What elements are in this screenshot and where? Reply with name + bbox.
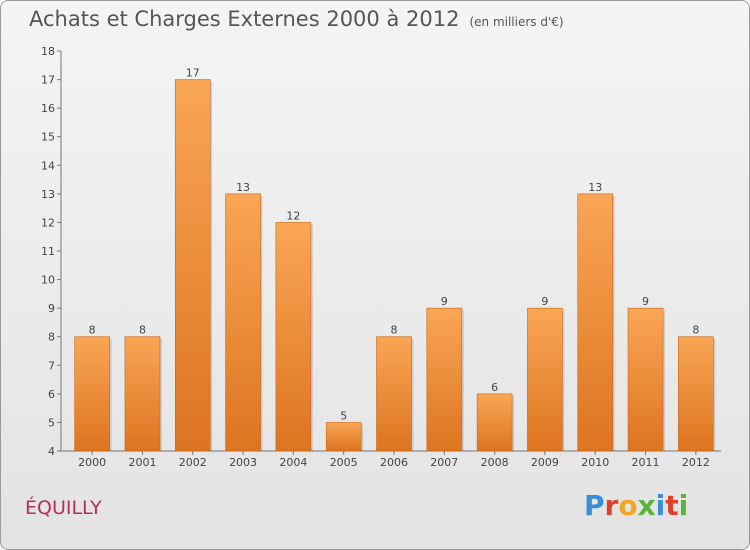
- data-label-2001: 8: [139, 324, 146, 337]
- y-tick-label: 17: [41, 74, 55, 87]
- y-tick-label: 14: [41, 159, 55, 172]
- bar-2005: [325, 422, 362, 452]
- y-tick-label: 15: [41, 131, 55, 144]
- x-tick-label: 2005: [330, 456, 358, 469]
- logo-letter: P: [584, 489, 605, 522]
- logo-letter: i: [678, 489, 689, 522]
- x-tick-label: 2008: [481, 456, 509, 469]
- bar-2006: [376, 336, 412, 452]
- y-tick-label: 8: [48, 331, 55, 344]
- data-label-2008: 6: [491, 381, 498, 394]
- logo-letter: t: [665, 489, 679, 522]
- y-tick-label: 9: [48, 302, 55, 315]
- logo-letter: o: [618, 489, 638, 522]
- chart-title-text: Achats et Charges Externes 2000 à 2012: [29, 7, 460, 31]
- data-label-2006: 8: [391, 324, 398, 337]
- y-tick-label: 13: [41, 188, 55, 201]
- y-tick-label: 18: [41, 45, 55, 58]
- x-tick-label: 2012: [682, 456, 710, 469]
- bar-2003: [225, 193, 261, 452]
- x-tick-label: 2011: [632, 456, 660, 469]
- data-label-2005: 5: [340, 409, 347, 422]
- bar-2007: [426, 307, 463, 452]
- y-tick-label: 12: [41, 216, 55, 229]
- y-tick-label: 5: [48, 416, 55, 429]
- data-label-2007: 9: [441, 295, 448, 308]
- y-tick-label: 16: [41, 102, 55, 115]
- chart-bars: [74, 79, 716, 452]
- data-label-2004: 12: [286, 209, 300, 222]
- logo-letter: x: [637, 489, 656, 522]
- x-tick-label: 2002: [179, 456, 207, 469]
- x-tick-label: 2001: [128, 456, 156, 469]
- bar-2000: [74, 336, 110, 452]
- bar-2001: [124, 336, 161, 452]
- bar-2011: [627, 307, 664, 452]
- data-label-2009: 9: [541, 295, 548, 308]
- data-label-2003: 13: [236, 181, 250, 194]
- y-tick-label: 11: [41, 245, 55, 258]
- bar-2012: [678, 336, 714, 452]
- data-label-2000: 8: [89, 324, 96, 337]
- bar-2008: [476, 393, 513, 452]
- y-tick-label: 6: [48, 388, 55, 401]
- proxiti-logo: Proxiti: [584, 489, 688, 522]
- bar-2002: [174, 79, 211, 452]
- y-tick-label: 7: [48, 359, 55, 372]
- chart-x-ticks: 2000 2001 2002 2003 2004 2005 2006 2007 2008 2009…: [78, 451, 710, 469]
- y-tick-label: 4: [48, 445, 55, 458]
- place-name: ÉQUILLY: [25, 497, 102, 519]
- x-tick-label: 2009: [531, 456, 559, 469]
- x-tick-label: 2010: [581, 456, 609, 469]
- bar-2004: [275, 222, 312, 452]
- data-label-2012: 8: [692, 324, 699, 337]
- data-label-2010: 13: [588, 181, 602, 194]
- x-tick-label: 2007: [430, 456, 458, 469]
- bar-2009: [527, 307, 563, 452]
- y-tick-label: 10: [41, 274, 55, 287]
- chart-data-labels: 8 8 17 13 12 5 8 9 6 9 13 9 8: [89, 67, 700, 423]
- x-tick-label: 2004: [279, 456, 307, 469]
- chart-subtitle: (en milliers d'€): [469, 15, 564, 29]
- chart-y-ticks: 4 5 6 7 8 9 10 11 12 13 14 15 16 17 18: [41, 45, 61, 458]
- logo-letter: r: [604, 489, 619, 522]
- x-tick-label: 2003: [229, 456, 257, 469]
- data-label-2011: 9: [642, 295, 649, 308]
- chart-title: Achats et Charges Externes 2000 à 2012 (e…: [29, 7, 564, 31]
- x-tick-label: 2000: [78, 456, 106, 469]
- data-label-2002: 17: [186, 67, 200, 80]
- x-tick-label: 2006: [380, 456, 408, 469]
- bar-2010: [577, 193, 614, 452]
- logo-letter: i: [655, 489, 666, 522]
